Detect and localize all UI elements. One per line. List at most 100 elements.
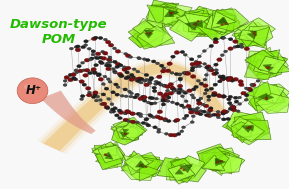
Circle shape	[129, 74, 134, 77]
Circle shape	[127, 120, 131, 122]
Circle shape	[240, 43, 243, 46]
Polygon shape	[205, 9, 240, 35]
Polygon shape	[232, 25, 258, 42]
Circle shape	[130, 120, 136, 124]
Circle shape	[146, 33, 148, 34]
Circle shape	[207, 111, 211, 114]
Circle shape	[152, 90, 157, 93]
Circle shape	[152, 86, 156, 89]
Polygon shape	[200, 156, 227, 176]
Circle shape	[99, 99, 102, 101]
Circle shape	[123, 88, 127, 91]
Polygon shape	[171, 157, 191, 173]
Circle shape	[101, 83, 105, 85]
Polygon shape	[238, 35, 260, 47]
Circle shape	[105, 106, 110, 109]
Polygon shape	[156, 9, 183, 27]
Circle shape	[238, 103, 242, 105]
Polygon shape	[188, 11, 226, 36]
Circle shape	[124, 53, 128, 55]
Polygon shape	[185, 8, 212, 25]
Circle shape	[194, 23, 197, 25]
Circle shape	[137, 57, 141, 59]
Circle shape	[203, 104, 209, 108]
Circle shape	[239, 83, 244, 87]
Circle shape	[118, 74, 123, 77]
Polygon shape	[237, 30, 267, 49]
Circle shape	[130, 77, 134, 80]
Circle shape	[107, 98, 111, 100]
Circle shape	[91, 50, 96, 53]
Polygon shape	[155, 3, 186, 26]
Circle shape	[157, 128, 161, 131]
Polygon shape	[128, 167, 149, 179]
Polygon shape	[215, 159, 222, 164]
Circle shape	[153, 126, 157, 129]
Circle shape	[190, 94, 194, 96]
Circle shape	[230, 79, 235, 82]
Circle shape	[94, 56, 98, 59]
Circle shape	[75, 71, 79, 74]
Circle shape	[221, 95, 226, 98]
Polygon shape	[231, 122, 267, 145]
Circle shape	[141, 122, 146, 125]
Circle shape	[165, 85, 170, 88]
Polygon shape	[222, 113, 259, 137]
Circle shape	[103, 75, 107, 78]
Circle shape	[233, 46, 237, 48]
Polygon shape	[120, 132, 129, 138]
Circle shape	[176, 132, 181, 136]
Polygon shape	[212, 9, 249, 31]
Circle shape	[135, 93, 140, 96]
Polygon shape	[188, 12, 219, 35]
Circle shape	[107, 64, 112, 67]
Circle shape	[218, 75, 223, 78]
Circle shape	[148, 81, 151, 84]
Circle shape	[176, 89, 179, 92]
Circle shape	[132, 68, 136, 70]
Circle shape	[190, 75, 196, 78]
Circle shape	[265, 97, 268, 99]
Circle shape	[88, 93, 91, 96]
Circle shape	[207, 99, 211, 101]
Circle shape	[172, 133, 177, 137]
Circle shape	[160, 64, 164, 67]
Polygon shape	[117, 121, 144, 139]
Circle shape	[157, 131, 161, 133]
Circle shape	[94, 36, 98, 39]
Circle shape	[142, 99, 147, 102]
Circle shape	[226, 117, 230, 120]
Polygon shape	[101, 146, 117, 157]
Circle shape	[101, 50, 105, 53]
Circle shape	[216, 161, 219, 163]
Circle shape	[197, 102, 202, 105]
Circle shape	[177, 84, 183, 88]
Circle shape	[124, 95, 128, 98]
Polygon shape	[247, 33, 257, 39]
Circle shape	[155, 62, 160, 65]
Circle shape	[115, 93, 119, 96]
Circle shape	[101, 93, 106, 96]
Polygon shape	[100, 145, 120, 160]
Circle shape	[194, 65, 198, 68]
Circle shape	[181, 95, 184, 98]
Circle shape	[117, 109, 122, 112]
Polygon shape	[208, 8, 239, 28]
Circle shape	[108, 81, 112, 83]
Circle shape	[105, 40, 111, 44]
Circle shape	[195, 111, 200, 115]
Circle shape	[118, 64, 123, 67]
Polygon shape	[112, 127, 139, 145]
Circle shape	[71, 73, 76, 76]
Circle shape	[183, 53, 187, 56]
Circle shape	[123, 118, 128, 122]
Circle shape	[90, 57, 94, 60]
Polygon shape	[266, 67, 273, 71]
Polygon shape	[168, 167, 189, 180]
Circle shape	[194, 62, 200, 65]
Circle shape	[244, 94, 249, 97]
Polygon shape	[262, 84, 289, 102]
Polygon shape	[234, 112, 269, 136]
Circle shape	[207, 95, 211, 98]
Polygon shape	[239, 119, 271, 140]
